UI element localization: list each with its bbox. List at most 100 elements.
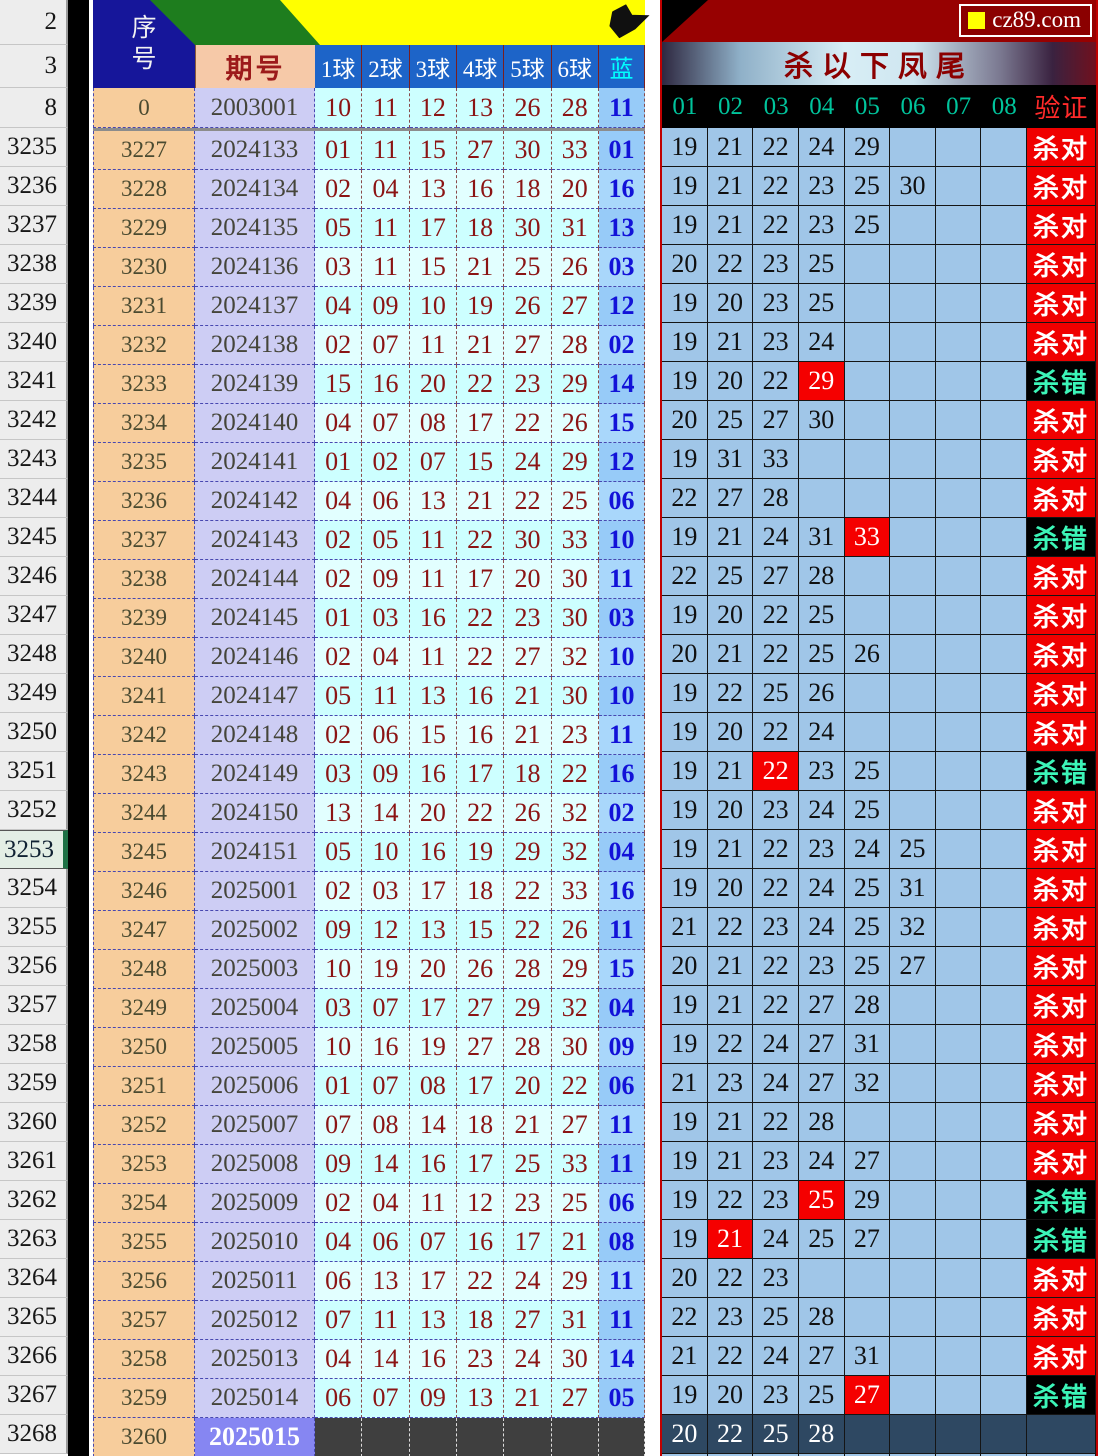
kill-number-cell[interactable]: 19 [662, 1376, 708, 1415]
ball-cell[interactable]: 11 [362, 677, 410, 716]
ball-cell[interactable]: 21 [456, 482, 505, 521]
kill-number-cell[interactable]: 23 [753, 284, 799, 323]
issue-cell[interactable]: 2024133 [195, 131, 315, 170]
kill-number-cell[interactable]: 25 [798, 1220, 845, 1259]
kill-number-cell[interactable]: 24 [798, 908, 845, 947]
kill-number-cell[interactable] [981, 167, 1027, 206]
kill-number-cell[interactable]: 19 [662, 440, 708, 479]
verdict-cell[interactable]: 杀对 [1027, 869, 1096, 908]
verdict-cell[interactable]: 杀对 [1027, 128, 1096, 167]
kill-number-cell[interactable] [981, 284, 1027, 323]
kill-number-cell[interactable]: 21 [707, 1103, 754, 1142]
kill-column-header[interactable]: 02 [717, 92, 743, 120]
kill-number-cell[interactable]: 22 [753, 713, 799, 752]
kill-number-cell[interactable]: 22 [707, 1337, 754, 1376]
kill-number-cell[interactable]: 30 [890, 167, 936, 206]
kill-number-cell[interactable]: 20 [662, 947, 708, 986]
issue-cell[interactable]: 2024147 [195, 677, 315, 716]
kill-number-cell[interactable] [798, 440, 845, 479]
issue-cell[interactable]: 2003001 [195, 88, 315, 128]
kill-number-cell[interactable]: 21 [707, 206, 754, 245]
serial-cell[interactable]: 3230 [93, 248, 195, 287]
kill-number-cell[interactable]: 25 [844, 167, 891, 206]
issue-cell[interactable]: 2025006 [195, 1067, 315, 1106]
ball-cell[interactable]: 01 [315, 131, 363, 170]
ball-cell[interactable]: 33 [551, 872, 599, 911]
kill-number-cell[interactable]: 28 [798, 1103, 845, 1142]
ball-cell[interactable]: 21 [504, 1379, 552, 1418]
blue-ball-cell[interactable]: 11 [598, 1301, 645, 1340]
verdict-cell[interactable]: 杀对 [1027, 245, 1096, 284]
kill-number-cell[interactable]: 22 [707, 1025, 754, 1064]
serial-cell[interactable]: 3228 [93, 170, 195, 209]
ball-cell[interactable]: 30 [504, 521, 552, 560]
kill-number-cell[interactable]: 27 [844, 1142, 891, 1181]
kill-number-cell[interactable] [845, 1454, 891, 1456]
ball-cell[interactable]: 15 [315, 365, 363, 404]
kill-number-cell[interactable] [935, 1337, 982, 1376]
kill-number-cell[interactable]: 23 [798, 752, 845, 791]
blue-ball-cell[interactable]: 04 [598, 989, 645, 1028]
kill-number-cell[interactable]: 21 [707, 635, 754, 674]
ball-cell[interactable]: 29 [551, 443, 599, 482]
ball-cell[interactable]: 25 [504, 248, 552, 287]
kill-number-cell[interactable]: 20 [707, 284, 754, 323]
kill-number-cell[interactable] [890, 284, 936, 323]
ball-cell[interactable]: 26 [551, 404, 599, 443]
kill-number-cell[interactable] [753, 1454, 799, 1456]
verdict-cell[interactable]: 杀对 [1027, 557, 1096, 596]
verdict-cell[interactable]: 杀对 [1027, 1064, 1096, 1103]
kill-number-cell[interactable] [935, 635, 982, 674]
ball-cell[interactable]: 11 [362, 209, 410, 248]
ball-cell[interactable]: 26 [504, 794, 552, 833]
ball-cell[interactable]: 09 [362, 287, 410, 326]
blue-ball-cell[interactable]: 16 [598, 170, 645, 209]
kill-number-cell[interactable] [935, 791, 982, 830]
issue-cell[interactable]: 2025003 [195, 950, 315, 989]
kill-number-cell[interactable] [935, 1025, 982, 1064]
issue-cell[interactable]: 2025014 [195, 1379, 315, 1418]
kill-number-cell[interactable]: 23 [798, 830, 845, 869]
ball-cell[interactable]: 09 [362, 560, 410, 599]
ball-cell[interactable]: 09 [315, 1145, 363, 1184]
kill-column-header[interactable]: 01 [672, 92, 698, 120]
serial-cell[interactable]: 3256 [93, 1262, 195, 1301]
ball-cell[interactable]: 17 [456, 1145, 505, 1184]
kill-number-cell[interactable] [890, 440, 936, 479]
verdict-cell[interactable]: 杀对 [1027, 1337, 1096, 1376]
serial-cell[interactable]: 3240 [93, 638, 195, 677]
verdict-cell[interactable]: 杀错 [1027, 1376, 1096, 1415]
ball-cell[interactable]: 17 [456, 404, 505, 443]
kill-number-cell[interactable]: 22 [707, 1415, 754, 1454]
kill-number-cell[interactable]: 26 [844, 635, 891, 674]
kill-number-cell[interactable] [981, 752, 1027, 791]
ball-cell[interactable]: 14 [362, 1145, 410, 1184]
excel-row-header[interactable]: 3251 [0, 752, 68, 791]
ball-cell[interactable]: 30 [551, 599, 599, 638]
kill-number-cell[interactable]: 32 [844, 1064, 891, 1103]
kill-number-cell[interactable] [798, 1259, 845, 1298]
kill-number-cell[interactable]: 32 [890, 908, 936, 947]
kill-number-cell[interactable]: 19 [662, 1025, 708, 1064]
kill-number-cell[interactable] [935, 752, 982, 791]
kill-number-cell[interactable]: 19 [662, 1181, 708, 1220]
kill-number-cell[interactable] [890, 1220, 936, 1259]
issue-cell[interactable]: 2025004 [195, 989, 315, 1028]
kill-number-cell[interactable] [890, 479, 936, 518]
kill-number-cell[interactable]: 24 [798, 1142, 845, 1181]
kill-number-cell[interactable] [890, 1181, 936, 1220]
kill-number-cell[interactable] [981, 908, 1027, 947]
ball-cell[interactable] [362, 1418, 410, 1456]
serial-cell[interactable]: 3248 [93, 950, 195, 989]
ball-cell[interactable]: 14 [409, 1106, 457, 1145]
issue-cell[interactable]: 2025008 [195, 1145, 315, 1184]
kill-number-cell[interactable]: 28 [798, 1298, 845, 1337]
ball-cell[interactable]: 21 [551, 1223, 599, 1262]
ball-cell[interactable]: 16 [362, 365, 410, 404]
kill-number-cell[interactable]: 19 [662, 206, 708, 245]
kill-number-cell[interactable]: 19 [662, 791, 708, 830]
issue-cell[interactable]: 2025009 [195, 1184, 315, 1223]
kill-number-cell[interactable]: 27 [890, 947, 936, 986]
kill-number-cell[interactable] [935, 440, 982, 479]
excel-row-header[interactable]: 3261 [0, 1142, 68, 1181]
